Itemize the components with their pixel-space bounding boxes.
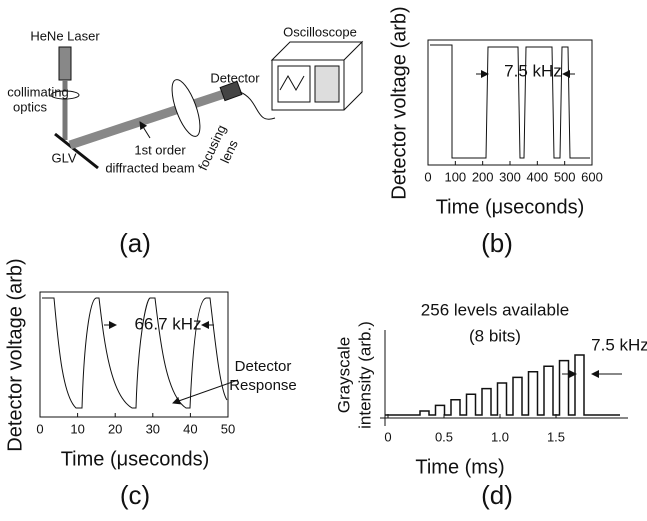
scope-label: Oscilloscope xyxy=(283,24,357,39)
collimating-label: collimating xyxy=(7,84,68,99)
x-axis-title: Time (μseconds) xyxy=(61,448,210,470)
plot-frame xyxy=(39,291,229,418)
beam-label: 1st order xyxy=(134,142,186,157)
annotation: 256 levels available xyxy=(421,300,569,319)
collimating-label: optics xyxy=(13,99,47,114)
detector-label: Detector xyxy=(210,70,260,85)
waveform xyxy=(42,297,228,409)
x-tick-label: 50 xyxy=(221,421,235,436)
response-label: Response xyxy=(229,377,297,394)
plot-frame xyxy=(427,39,593,166)
panel-label: (c) xyxy=(120,480,150,510)
x-axis-title: Time (ms) xyxy=(415,456,504,478)
x-tick-label: 0 xyxy=(424,169,431,184)
x-tick-label: 20 xyxy=(108,421,122,436)
x-tick-label: 0 xyxy=(36,421,43,436)
arrow xyxy=(172,379,239,405)
response-label: Detector xyxy=(235,358,292,375)
setup-diagram xyxy=(50,40,364,170)
y-axis-title: Detector voltage (arb) xyxy=(4,258,26,451)
waveform xyxy=(430,44,590,159)
annotation: 7.5 kHz xyxy=(591,335,647,354)
x-tick-label: 300 xyxy=(499,169,521,184)
x-tick-label: 30 xyxy=(146,421,160,436)
annotation: (8 bits) xyxy=(469,326,521,345)
annotation: 7.5 kHz xyxy=(504,61,562,80)
x-tick-label: 200 xyxy=(472,169,494,184)
x-tick-label: 1.5 xyxy=(547,429,565,444)
annotation: 66.7 kHz xyxy=(134,314,201,333)
beam-label: diffracted beam xyxy=(105,160,194,175)
x-tick-label: 500 xyxy=(554,169,576,184)
panel-label: (a) xyxy=(119,228,151,258)
x-tick-label: 0 xyxy=(384,429,391,444)
panel-label: (d) xyxy=(481,480,513,510)
x-tick-label: 400 xyxy=(526,169,548,184)
x-tick-label: 600 xyxy=(581,169,603,184)
laser-label: HeNe Laser xyxy=(30,28,100,43)
x-tick-label: 10 xyxy=(70,421,84,436)
staircase xyxy=(385,354,620,416)
x-tick-label: 40 xyxy=(183,421,197,436)
y-axis-title: Detector voltage (arb) xyxy=(388,6,410,199)
panel-label: (b) xyxy=(481,228,513,258)
glv-label: GLV xyxy=(51,150,76,165)
y-axis-title: intensity (arb.) xyxy=(355,321,374,429)
x-tick-label: 100 xyxy=(444,169,466,184)
x-axis-title: Time (μseconds) xyxy=(436,196,585,218)
y-axis-title: Grayscale xyxy=(334,337,353,414)
x-tick-label: 0.5 xyxy=(435,429,453,444)
x-tick-label: 1.0 xyxy=(491,429,509,444)
